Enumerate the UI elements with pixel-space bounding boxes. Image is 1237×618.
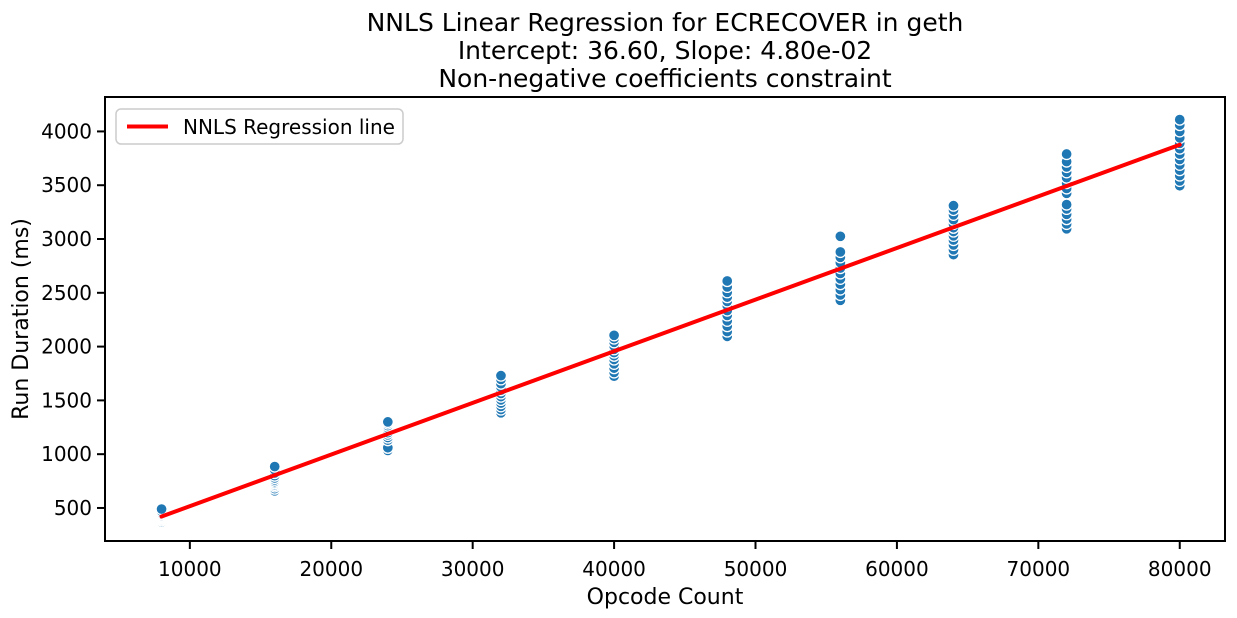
title-line-2: Intercept: 36.60, Slope: 4.80e-02	[458, 36, 872, 65]
y-tick-label: 4000	[41, 119, 92, 143]
scatter-point	[834, 245, 847, 259]
axes-frame	[104, 96, 1226, 542]
y-tick-label: 1000	[41, 442, 92, 466]
regression-line	[159, 142, 1182, 519]
x-tick-label: 80000	[1148, 557, 1212, 581]
chart-title: NNLS Linear Regression for ECRECOVER in …	[367, 8, 964, 93]
y-tick-label: 2500	[41, 281, 92, 305]
scatter-point	[494, 369, 508, 382]
title-line-1: NNLS Linear Regression for ECRECOVER in …	[367, 8, 964, 37]
scatter-point	[721, 274, 734, 288]
scatter-point	[1060, 198, 1073, 211]
legend-box	[115, 108, 404, 145]
x-tick-label: 50000	[724, 557, 788, 581]
y-tick-label: 1500	[41, 388, 92, 412]
scatter-point	[1060, 147, 1073, 161]
x-tick-label: 20000	[299, 557, 363, 581]
x-tick-label: 10000	[158, 557, 222, 581]
x-tick-label: 60000	[865, 557, 929, 581]
y-tick-label: 500	[54, 496, 92, 520]
scatter-point	[155, 502, 168, 516]
scatter-point	[947, 199, 960, 212]
x-tick-label: 30000	[441, 557, 505, 581]
scatter-point	[381, 415, 394, 429]
title-line-3: Non-negative coefficients constraint	[438, 64, 892, 93]
scatter-point	[268, 460, 281, 473]
x-tick-label: 70000	[1007, 557, 1071, 581]
x-axis-label: Opcode Count	[587, 585, 744, 610]
scatter-point	[1173, 113, 1186, 126]
legend: NNLS Regression line	[115, 108, 404, 145]
y-tick-label: 2000	[41, 335, 92, 359]
y-tick-label: 3500	[41, 173, 92, 197]
scatter-point	[607, 329, 621, 342]
legend-label: NNLS Regression line	[183, 115, 395, 139]
y-tick-label: 3000	[41, 227, 92, 251]
y-axis-label: Run Duration (ms)	[9, 218, 34, 420]
plot-area: 10000 20000 30000 40000 50000 60000 70000 80000…	[41, 96, 1226, 581]
scatter-point	[834, 230, 847, 243]
x-tick-label: 40000	[582, 557, 646, 581]
